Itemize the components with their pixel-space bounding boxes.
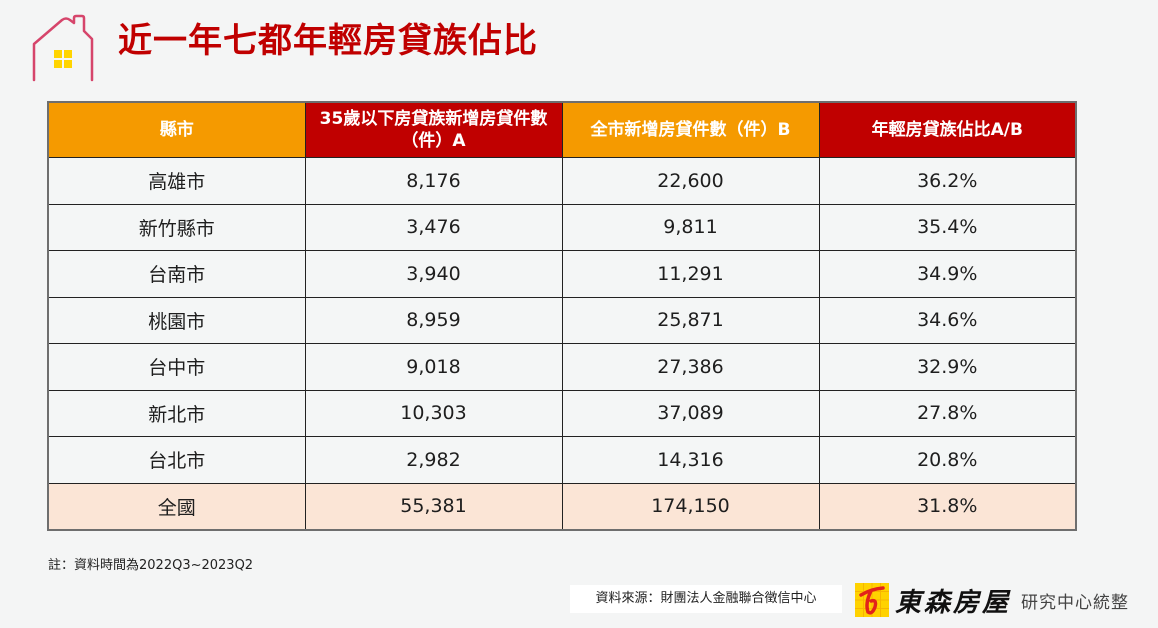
young-loans-cell: 9,018 [304, 343, 563, 391]
city-cell: 桃園市 [47, 296, 306, 344]
brand-logo: 東森房屋 研究中心統整 [855, 582, 1129, 618]
table-row: 高雄市 8,176 22,600 36.2% [47, 157, 1077, 205]
table-row: 台南市 3,940 11,291 34.9% [47, 250, 1077, 298]
total-loans-cell: 14,316 [561, 436, 820, 484]
data-period-note: 註：資料時間為2022Q3~2023Q2 [48, 558, 254, 573]
total-young-loans-cell: 55,381 [304, 482, 563, 531]
city-cell: 台南市 [47, 250, 306, 298]
data-source: 資料來源：財團法人金融聯合徵信中心 [570, 585, 842, 613]
table-row: 新竹縣市 3,476 9,811 35.4% [47, 203, 1077, 251]
data-table: 縣市 35歲以下房貸族新增房貸件數（件）A 全市新增房貸件數（件）B 年輕房貸族… [47, 101, 1077, 531]
young-loans-cell: 8,176 [304, 157, 563, 205]
young-loans-cell: 3,940 [304, 250, 563, 298]
total-loans-cell: 22,600 [561, 157, 820, 205]
city-cell: 台北市 [47, 436, 306, 484]
column-header-young-loans: 35歲以下房貸族新增房貸件數（件）A [304, 101, 563, 158]
young-loans-cell: 3,476 [304, 203, 563, 251]
header-row: 縣市 35歲以下房貸族新增房貸件數（件）A 全市新增房貸件數（件）B 年輕房貸族… [47, 101, 1077, 158]
city-cell: 高雄市 [47, 157, 306, 205]
young-loans-cell: 2,982 [304, 436, 563, 484]
total-loans-cell: 25,871 [561, 296, 820, 344]
total-loans-cell: 37,089 [561, 389, 820, 437]
city-cell: 新北市 [47, 389, 306, 437]
ratio-cell: 34.9% [818, 250, 1077, 298]
ratio-cell: 20.8% [818, 436, 1077, 484]
total-loans-cell: 11,291 [561, 250, 820, 298]
ratio-cell: 32.9% [818, 343, 1077, 391]
page-title: 近一年七都年輕房貸族佔比 [118, 21, 538, 61]
brand-name: 東森房屋 [895, 587, 1012, 618]
ratio-cell: 34.6% [818, 296, 1077, 344]
total-loans-cell: 174,150 [561, 482, 820, 531]
ratio-cell: 36.2% [818, 157, 1077, 205]
city-cell: 台中市 [47, 343, 306, 391]
column-header-total-loans: 全市新增房貸件數（件）B [561, 101, 820, 158]
table-row: 桃園市 8,959 25,871 34.6% [47, 296, 1077, 344]
ratio-cell: 27.8% [818, 389, 1077, 437]
column-header-city: 縣市 [47, 101, 306, 158]
total-loans-cell: 9,811 [561, 203, 820, 251]
etwarm-logo-icon [855, 583, 889, 617]
table-row: 新北市 10,303 37,089 27.8% [47, 389, 1077, 437]
city-cell: 新竹縣市 [47, 203, 306, 251]
young-loans-cell: 8,959 [304, 296, 563, 344]
brand-suffix: 研究中心統整 [1021, 592, 1130, 613]
total-city-cell: 全國 [47, 482, 306, 531]
total-loans-cell: 27,386 [561, 343, 820, 391]
house-icon [32, 14, 94, 82]
total-row: 全國 55,381 174,150 31.8% [47, 482, 1077, 531]
ratio-cell: 35.4% [818, 203, 1077, 251]
young-loans-cell: 10,303 [304, 389, 563, 437]
table-row: 台北市 2,982 14,316 20.8% [47, 436, 1077, 484]
table-row: 台中市 9,018 27,386 32.9% [47, 343, 1077, 391]
total-ratio-cell: 31.8% [818, 482, 1077, 531]
column-header-ratio: 年輕房貸族佔比A/B [818, 101, 1077, 158]
